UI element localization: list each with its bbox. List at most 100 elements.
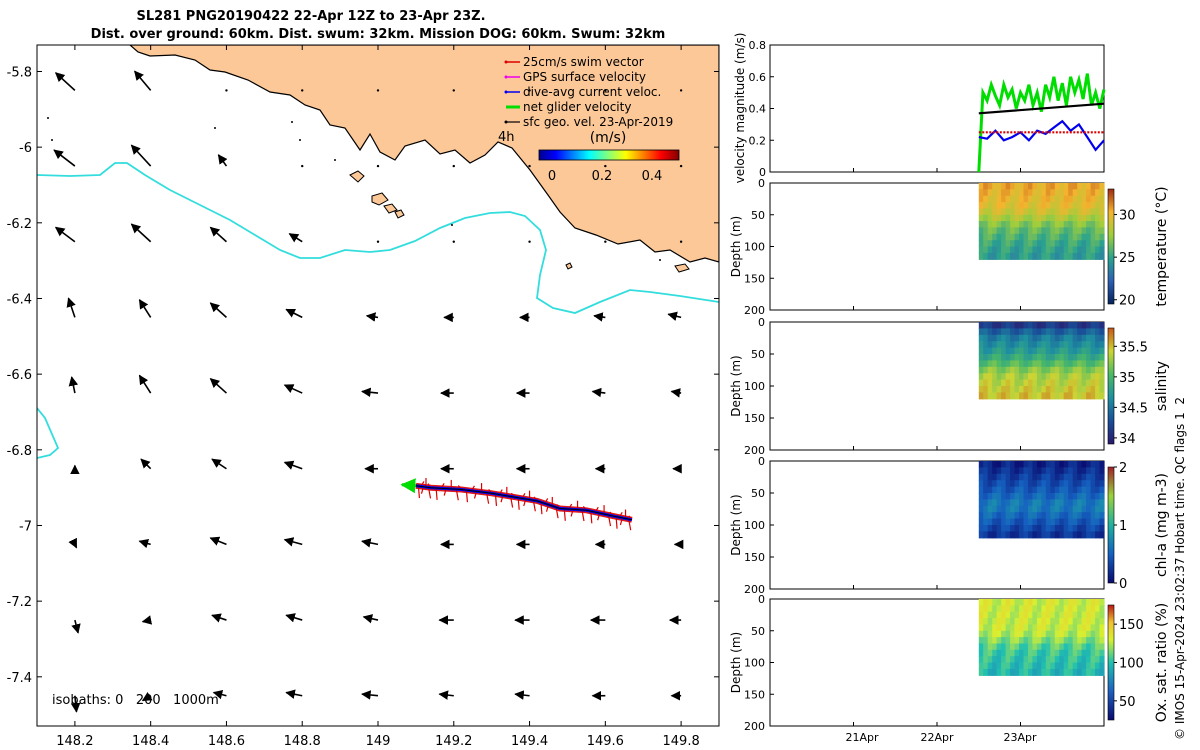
profile-cell (1095, 227, 1101, 235)
profile-cell (1032, 392, 1038, 400)
profile-cell (1005, 208, 1011, 216)
map-x-tick-label: 149 (366, 734, 391, 749)
profile-cell (987, 605, 993, 613)
profile-cell (992, 656, 998, 664)
profile-cell (978, 227, 984, 235)
profile-cell (1005, 240, 1011, 248)
profile-cell (1005, 189, 1011, 197)
profile-cell (1050, 189, 1056, 197)
profile-cell (1063, 322, 1069, 329)
profile-cell (992, 525, 998, 532)
profile-cell (1068, 486, 1074, 494)
profile-cell (1036, 461, 1042, 468)
profile-cell (1028, 637, 1034, 645)
profile-cell (1086, 322, 1092, 329)
profile-cell (1032, 649, 1038, 657)
profile-cell (1068, 386, 1074, 393)
profile-cell (1014, 493, 1020, 500)
profile-cell (1045, 611, 1051, 619)
profile-cell (1045, 467, 1051, 475)
velocity-vector (140, 458, 152, 470)
profile-cell (1090, 599, 1096, 606)
velocity-vector (285, 689, 303, 699)
profile-cell (1045, 637, 1051, 645)
time-tick-21apr: 21Apr (845, 731, 879, 744)
map-x-tick-label: 148.4 (132, 734, 169, 749)
profile-cell (1023, 322, 1029, 329)
profile-cell (1054, 341, 1060, 349)
profile-cell (1028, 493, 1034, 500)
profile-cell (1054, 512, 1060, 520)
profile-cell (1099, 618, 1105, 625)
profile-cell (1059, 386, 1065, 393)
profile-cell (1072, 183, 1078, 190)
profile-cell (1072, 386, 1078, 393)
profile-cell (1019, 518, 1025, 526)
island-1 (349, 170, 365, 183)
profile-cell (996, 493, 1002, 500)
profile-y-tick-label: 150 (744, 688, 765, 701)
profile-cell (978, 637, 984, 645)
profile-cell (1072, 624, 1078, 632)
profile-cell (1001, 630, 1007, 638)
profile-cell (1081, 221, 1087, 229)
profile-cell (1068, 379, 1074, 387)
profile-cell (1010, 322, 1016, 329)
profile-cell (1036, 360, 1042, 368)
credit-line: © IMOS 15-Apr-2024 23:02:37 Hobart time.… (1173, 397, 1187, 740)
profile-cell (978, 461, 984, 468)
profile-cell (1072, 221, 1078, 229)
profile-cell (1090, 392, 1096, 400)
profile-cell (1059, 505, 1065, 513)
profile-cell (1063, 512, 1069, 520)
profile-cell (1014, 467, 1020, 475)
profile-cell (1068, 214, 1074, 222)
velocity-vector (667, 311, 682, 321)
profile-cell (1010, 252, 1016, 260)
profile-cell (1081, 347, 1087, 355)
profile-cell (983, 531, 989, 539)
profile-cell (1014, 618, 1020, 625)
profile-cell (1032, 341, 1038, 349)
land-mass (129, 45, 719, 263)
profile-cell (1045, 189, 1051, 197)
profile-cell (1095, 252, 1101, 260)
profile-cell (1050, 525, 1056, 532)
profile-cell (1081, 341, 1087, 349)
profile-cell (1090, 518, 1096, 526)
profile-cell (1019, 599, 1025, 606)
island-6 (565, 262, 573, 270)
profile-cell (996, 195, 1002, 203)
profile-cell (1086, 649, 1092, 657)
profile-cell (1095, 518, 1101, 526)
profile-cell (1090, 233, 1096, 241)
profile-cell (983, 473, 989, 481)
profile-cell (1059, 373, 1065, 381)
profile-cell (1054, 624, 1060, 632)
profile-cell (1032, 328, 1038, 336)
velocity-vector (365, 312, 379, 322)
profile-cell (1019, 373, 1025, 381)
profile-cell (1001, 493, 1007, 500)
profile-cell (1086, 183, 1092, 190)
profile-cell (1019, 618, 1025, 625)
profile-cell (1019, 347, 1025, 355)
profile-cell (1090, 334, 1096, 342)
profile-cell (1050, 202, 1056, 210)
profile-cell (1036, 618, 1042, 625)
profile-cell (1090, 624, 1096, 632)
profile-cell (1023, 373, 1029, 381)
profile-cell (987, 531, 993, 539)
velocity-series (977, 73, 1106, 173)
velocity-vector (209, 302, 227, 318)
velocity-panel: 00.20.40.60.8 velocity magnitude (m/s) (733, 33, 1106, 183)
profile-cell (1072, 366, 1078, 374)
profile-cell (1050, 246, 1056, 254)
profile-cell (978, 386, 984, 393)
profile-cell (983, 386, 989, 393)
profile-cell (1072, 649, 1078, 657)
profile-cell (1028, 668, 1034, 676)
profile-cell (1014, 662, 1020, 670)
profile-cell (983, 233, 989, 241)
profile-cell (1059, 341, 1065, 349)
